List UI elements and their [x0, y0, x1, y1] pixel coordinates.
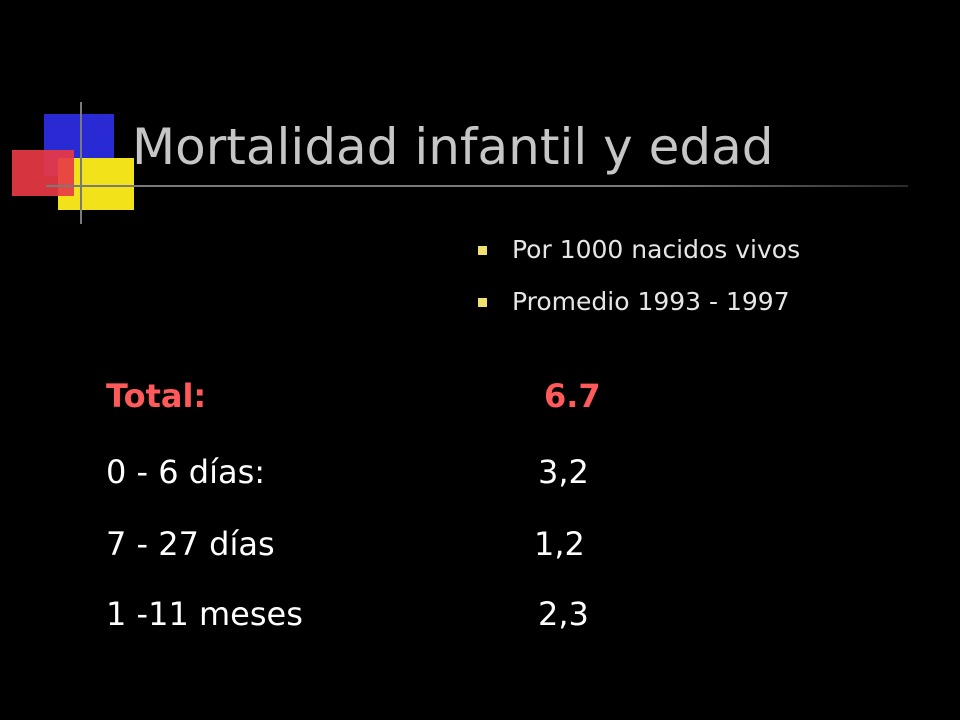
row-value: 6.7 [544, 377, 601, 415]
row-label: Total: [106, 377, 207, 415]
slide-title: Mortalidad infantil y edad [132, 118, 774, 176]
row-label: 7 - 27 días [106, 525, 275, 563]
bullet-text: Promedio 1993 - 1997 [512, 287, 790, 316]
row-label: 1 -11 meses [106, 595, 303, 633]
red-square [12, 150, 74, 196]
slide-logo [0, 0, 140, 224]
bullet-square-icon [478, 246, 487, 255]
bullet-item: Promedio 1993 - 1997 [478, 276, 800, 328]
row-label: 0 - 6 días: [106, 453, 266, 491]
vertical-rule [80, 102, 82, 224]
bullet-item: Por 1000 nacidos vivos [478, 224, 800, 276]
title-underline [46, 185, 908, 187]
bullet-square-icon [478, 298, 487, 307]
bullet-text: Por 1000 nacidos vivos [512, 235, 801, 264]
row-value: 3,2 [538, 453, 589, 491]
row-value: 1,2 [534, 525, 585, 563]
bullet-list: Por 1000 nacidos vivos Promedio 1993 - 1… [478, 224, 800, 328]
row-value: 2,3 [538, 595, 589, 633]
